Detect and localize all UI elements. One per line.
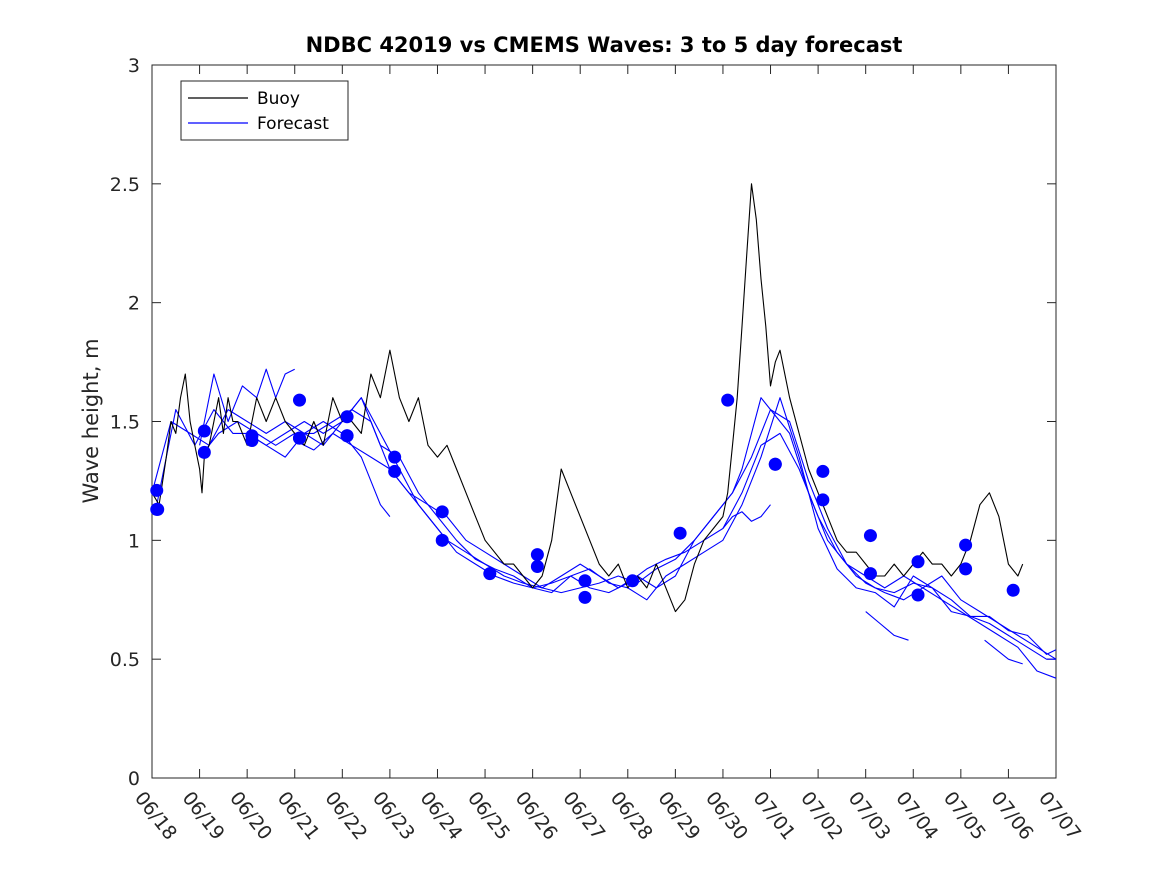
forecast-marker <box>197 445 211 459</box>
forecast-series-line <box>156 397 1057 655</box>
forecast-series-line <box>984 639 1023 665</box>
forecast-marker <box>959 538 973 552</box>
y-tick-label: 0 <box>128 768 140 790</box>
forecast-marker <box>435 533 449 547</box>
forecast-marker <box>578 590 592 604</box>
legend-forecast-label: Forecast <box>257 114 329 134</box>
forecast-marker <box>911 588 925 602</box>
forecast-marker <box>768 457 782 471</box>
markers-layer <box>150 393 1020 604</box>
forecast-marker <box>863 567 877 581</box>
forecast-marker <box>340 429 354 443</box>
plot-area <box>151 64 1057 779</box>
y-tick-label: 3 <box>128 55 140 77</box>
forecast-marker <box>340 410 354 424</box>
forecast-marker <box>673 526 687 540</box>
forecast-marker <box>721 393 735 407</box>
buoy-series-line <box>151 183 1024 613</box>
y-axis-title: Wave height, m <box>79 338 103 503</box>
forecast-marker <box>483 567 497 581</box>
forecast-series-line <box>865 611 909 641</box>
forecast-marker <box>530 548 544 562</box>
forecast-marker <box>197 424 211 438</box>
forecast-marker <box>816 493 830 507</box>
forecast-marker <box>292 393 306 407</box>
y-tick-label: 0.5 <box>110 649 140 671</box>
legend-buoy-label: Buoy <box>257 89 300 109</box>
y-tick-label: 1 <box>128 530 140 552</box>
forecast-marker <box>816 464 830 478</box>
forecast-marker <box>863 529 877 543</box>
forecast-marker <box>245 434 259 448</box>
forecast-marker <box>150 502 164 516</box>
forecast-marker <box>959 562 973 576</box>
forecast-marker <box>578 574 592 588</box>
forecast-marker <box>388 450 402 464</box>
forecast-marker <box>150 483 164 497</box>
y-tick-label: 2 <box>128 293 140 315</box>
forecast-marker <box>435 505 449 519</box>
forecast-series-line <box>722 504 771 529</box>
forecast-marker <box>626 574 640 588</box>
legend: Buoy Forecast <box>180 80 349 141</box>
forecast-marker <box>530 559 544 573</box>
forecast-marker <box>1006 583 1020 597</box>
chart-title: NDBC 42019 vs CMEMS Waves: 3 to 5 day fo… <box>306 33 903 57</box>
legend-box <box>180 80 349 141</box>
forecast-marker <box>388 464 402 478</box>
forecast-marker <box>911 555 925 569</box>
y-tick-label: 2.5 <box>110 174 140 196</box>
forecast-marker <box>292 431 306 445</box>
y-tick-label: 1.5 <box>110 412 140 434</box>
